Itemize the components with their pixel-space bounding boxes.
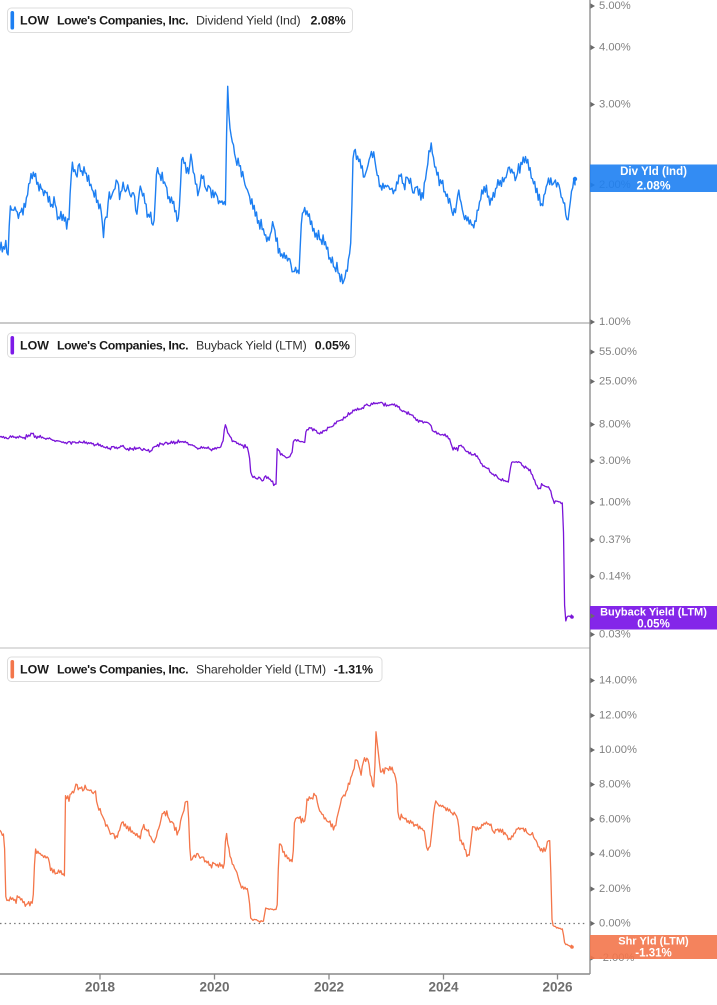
svg-text:2022: 2022 xyxy=(314,980,344,995)
svg-text:0.03%: 0.03% xyxy=(599,629,631,641)
svg-text:Shr Yld (LTM): Shr Yld (LTM) xyxy=(618,936,689,948)
svg-text:Dividend Yield (Ind): Dividend Yield (Ind) xyxy=(196,14,300,28)
svg-text:LOW: LOW xyxy=(20,663,49,677)
svg-text:Shareholder Yield (LTM): Shareholder Yield (LTM) xyxy=(196,663,326,677)
svg-text:Lowe's Companies, Inc.: Lowe's Companies, Inc. xyxy=(57,663,188,677)
svg-text:10.00%: 10.00% xyxy=(599,744,637,756)
svg-text:0.00%: 0.00% xyxy=(599,918,631,930)
svg-text:5.00%: 5.00% xyxy=(599,0,631,12)
svg-text:0.05%: 0.05% xyxy=(637,619,670,631)
svg-text:1.00%: 1.00% xyxy=(599,497,631,509)
svg-text:2.08%: 2.08% xyxy=(636,179,670,193)
svg-text:2.08%: 2.08% xyxy=(311,14,346,28)
svg-text:Lowe's Companies, Inc.: Lowe's Companies, Inc. xyxy=(57,14,188,28)
svg-text:2.00%: 2.00% xyxy=(599,883,631,895)
svg-text:LOW: LOW xyxy=(20,339,49,353)
svg-text:25.00%: 25.00% xyxy=(599,376,637,388)
svg-text:Lowe's Companies, Inc.: Lowe's Companies, Inc. xyxy=(57,339,188,353)
svg-text:0.05%: 0.05% xyxy=(315,339,350,353)
svg-text:3.00%: 3.00% xyxy=(599,99,631,111)
svg-text:0.37%: 0.37% xyxy=(599,534,631,546)
svg-text:14.00%: 14.00% xyxy=(599,675,637,687)
svg-text:3.00%: 3.00% xyxy=(599,455,631,467)
svg-text:8.00%: 8.00% xyxy=(599,419,631,431)
svg-text:2018: 2018 xyxy=(85,980,116,995)
svg-text:Buyback Yield (LTM): Buyback Yield (LTM) xyxy=(196,339,307,353)
svg-text:-1.31%: -1.31% xyxy=(334,663,373,677)
svg-text:4.00%: 4.00% xyxy=(599,42,631,54)
svg-text:2024: 2024 xyxy=(428,980,459,995)
svg-text:6.00%: 6.00% xyxy=(599,814,631,826)
svg-text:8.00%: 8.00% xyxy=(599,779,631,791)
svg-text:Buyback Yield (LTM): Buyback Yield (LTM) xyxy=(600,607,707,619)
svg-text:-1.31%: -1.31% xyxy=(635,948,671,960)
svg-text:Div Yld (Ind): Div Yld (Ind) xyxy=(620,166,687,178)
svg-text:0.14%: 0.14% xyxy=(599,571,631,583)
svg-text:4.00%: 4.00% xyxy=(599,848,631,860)
svg-text:LOW: LOW xyxy=(20,14,49,28)
svg-text:1.00%: 1.00% xyxy=(599,316,631,328)
svg-text:12.00%: 12.00% xyxy=(599,710,637,722)
svg-text:2026: 2026 xyxy=(542,980,573,995)
svg-text:2020: 2020 xyxy=(199,980,229,995)
svg-text:55.00%: 55.00% xyxy=(599,346,637,358)
